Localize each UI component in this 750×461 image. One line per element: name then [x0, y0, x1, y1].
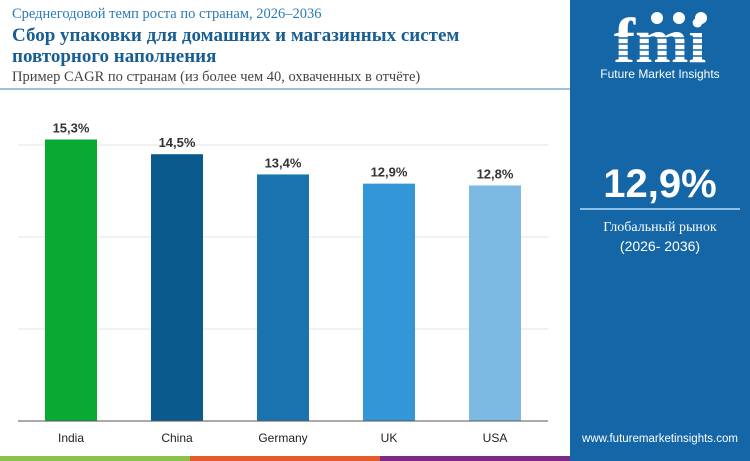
x-tick-label: India — [58, 431, 84, 445]
global-cagr-value: 12,9% — [603, 162, 717, 206]
header-divider — [0, 88, 570, 90]
footer-strip-orange — [190, 456, 380, 461]
sidebar-divider — [580, 208, 740, 210]
chart-supertitle: Среднегодовой темп роста по странам, 202… — [12, 6, 322, 22]
data-label: 12,9% — [371, 165, 408, 180]
bar-uk — [363, 183, 415, 421]
x-tick-label: UK — [381, 431, 398, 445]
chart-subtitle: Пример CAGR по странам (из более чем 40,… — [12, 69, 421, 85]
data-label: 13,4% — [265, 155, 302, 170]
global-market-label: Глобальный рынок — [603, 220, 717, 235]
fmi-logo: fmi — [597, 10, 723, 65]
bar-india — [45, 139, 97, 422]
sidebar-panel: fmi Future Market Insights 12,9% Глобаль… — [570, 0, 750, 461]
x-tick-label: USA — [483, 431, 508, 445]
brand-name: Future Market Insights — [600, 67, 720, 81]
footer-strip-green — [0, 456, 190, 461]
bar-germany — [257, 174, 309, 421]
bar-usa — [469, 185, 521, 421]
chart-title: Сбор упаковки для домашних и магазинных … — [12, 25, 460, 67]
website-link[interactable]: www.futuremarketinsights.com — [582, 433, 738, 445]
global-market-period: (2026- 2036) — [619, 238, 701, 254]
bar-chart: 15,3% India 14,5% China 13,4% Germany 12,9% UK 1… — [18, 120, 548, 445]
data-label: 12,8% — [477, 166, 514, 181]
data-label: 15,3% — [53, 120, 90, 135]
x-tick-label: China — [161, 431, 193, 445]
bar-china — [151, 154, 203, 421]
data-label: 14,5% — [159, 135, 196, 150]
x-tick-label: Germany — [258, 431, 307, 445]
footer-strip-purple — [380, 456, 570, 461]
